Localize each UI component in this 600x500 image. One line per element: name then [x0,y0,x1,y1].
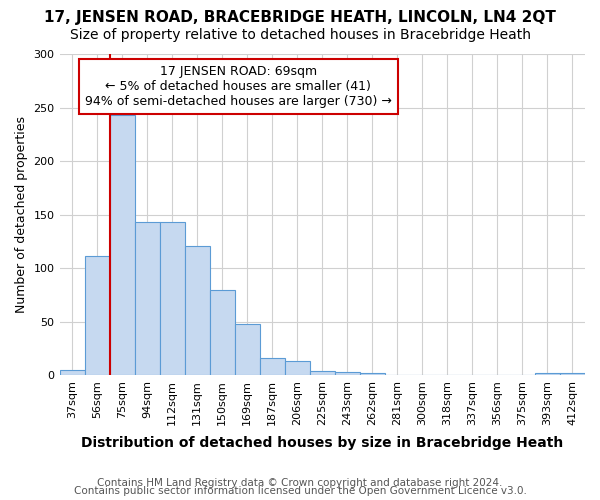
Bar [360,373,385,375]
Text: Size of property relative to detached houses in Bracebridge Heath: Size of property relative to detached ho… [70,28,530,42]
Bar [209,290,235,375]
Text: 17, JENSEN ROAD, BRACEBRIDGE HEATH, LINCOLN, LN4 2QT: 17, JENSEN ROAD, BRACEBRIDGE HEATH, LINC… [44,10,556,25]
Bar [235,324,260,375]
Bar [310,370,335,375]
Bar [134,222,160,375]
Bar [535,373,560,375]
Bar [285,361,310,375]
Bar [85,256,110,375]
Bar [160,222,185,375]
X-axis label: Distribution of detached houses by size in Bracebridge Heath: Distribution of detached houses by size … [81,436,563,450]
Y-axis label: Number of detached properties: Number of detached properties [15,116,28,313]
Text: Contains HM Land Registry data © Crown copyright and database right 2024.: Contains HM Land Registry data © Crown c… [97,478,503,488]
Text: Contains public sector information licensed under the Open Government Licence v3: Contains public sector information licen… [74,486,526,496]
Bar [260,358,285,375]
Bar [335,372,360,375]
Bar [59,370,85,375]
Bar [560,373,585,375]
Bar [110,115,134,375]
Bar [185,246,209,375]
Text: 17 JENSEN ROAD: 69sqm
← 5% of detached houses are smaller (41)
94% of semi-detac: 17 JENSEN ROAD: 69sqm ← 5% of detached h… [85,65,392,108]
